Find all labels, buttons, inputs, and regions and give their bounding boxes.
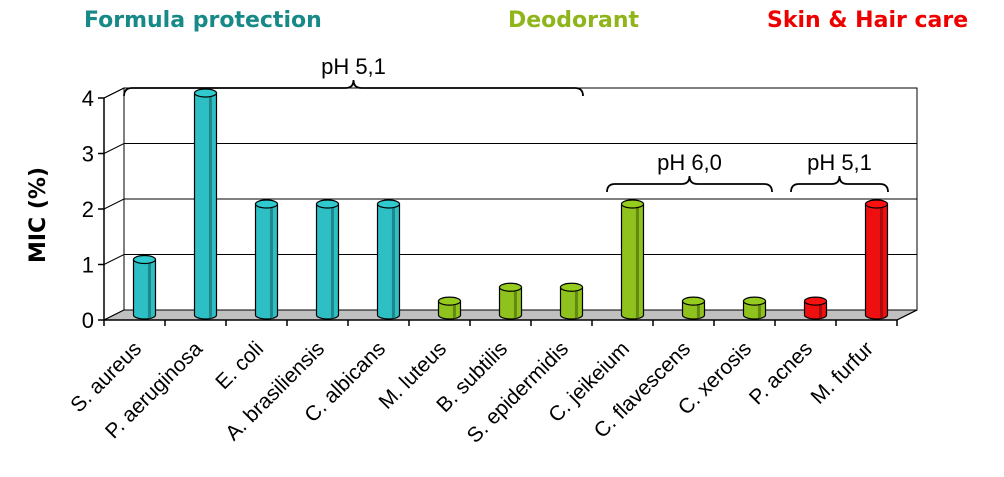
x-tick-label: E. coli [211, 337, 268, 394]
bar [132, 254, 157, 320]
bar-top [315, 199, 340, 209]
gridline [103, 143, 917, 154]
x-tick-label: M. furfur [806, 337, 878, 409]
y-tick-label: 1 [82, 253, 94, 278]
annotation-label: pH 6,0 [657, 150, 722, 175]
bar [498, 282, 523, 320]
y-tick-label: 2 [82, 197, 94, 222]
y-tick-label: 4 [82, 86, 94, 111]
bar-body [254, 203, 279, 320]
annotation-brace [123, 79, 584, 97]
bar [803, 296, 828, 320]
bar-body [498, 286, 523, 320]
bar-top [742, 296, 767, 306]
gridline [103, 198, 917, 210]
bar-top [620, 199, 645, 209]
bar-top [864, 199, 889, 209]
bar-body [864, 203, 889, 320]
bar-body [193, 92, 218, 320]
bar [681, 296, 706, 320]
bar [559, 282, 584, 320]
bar-top [498, 282, 523, 292]
bar-top [681, 296, 706, 306]
annotation-brace [606, 175, 773, 193]
bar-top [376, 199, 401, 209]
header-skin-hair-care: Skin & Hair care [767, 8, 969, 33]
bar-body [132, 258, 157, 320]
bar-body [315, 203, 340, 320]
y-axis-label: MIC (%) [26, 167, 51, 263]
bar [864, 199, 889, 320]
bar-top [132, 254, 157, 265]
x-tick-label: P. acnes [745, 337, 817, 409]
bar [193, 88, 218, 320]
y-tick-label: 0 [82, 308, 94, 333]
bar-body [620, 203, 645, 320]
annotation-label: pH 5,1 [807, 150, 872, 175]
bar [315, 199, 340, 320]
gridline [103, 87, 917, 99]
x-axis-depth-edge [896, 309, 918, 321]
bar-top [437, 296, 462, 306]
annotation-brace [790, 175, 889, 193]
annotation-label: pH 5,1 [321, 54, 386, 79]
header-deodorant: Deodorant [508, 8, 640, 33]
gridline [103, 254, 917, 265]
bar-top [803, 296, 828, 306]
bar [620, 199, 645, 320]
bar-top [254, 199, 279, 209]
bar [254, 199, 279, 320]
bar-top [559, 282, 584, 292]
bar-body [559, 286, 584, 320]
y-tick-label: 3 [82, 142, 94, 167]
bar-body [376, 203, 401, 320]
bar [376, 199, 401, 320]
bar-top [193, 88, 218, 98]
header-formula-protection: Formula protection [84, 8, 322, 33]
bar [437, 296, 462, 320]
bar [742, 296, 767, 320]
